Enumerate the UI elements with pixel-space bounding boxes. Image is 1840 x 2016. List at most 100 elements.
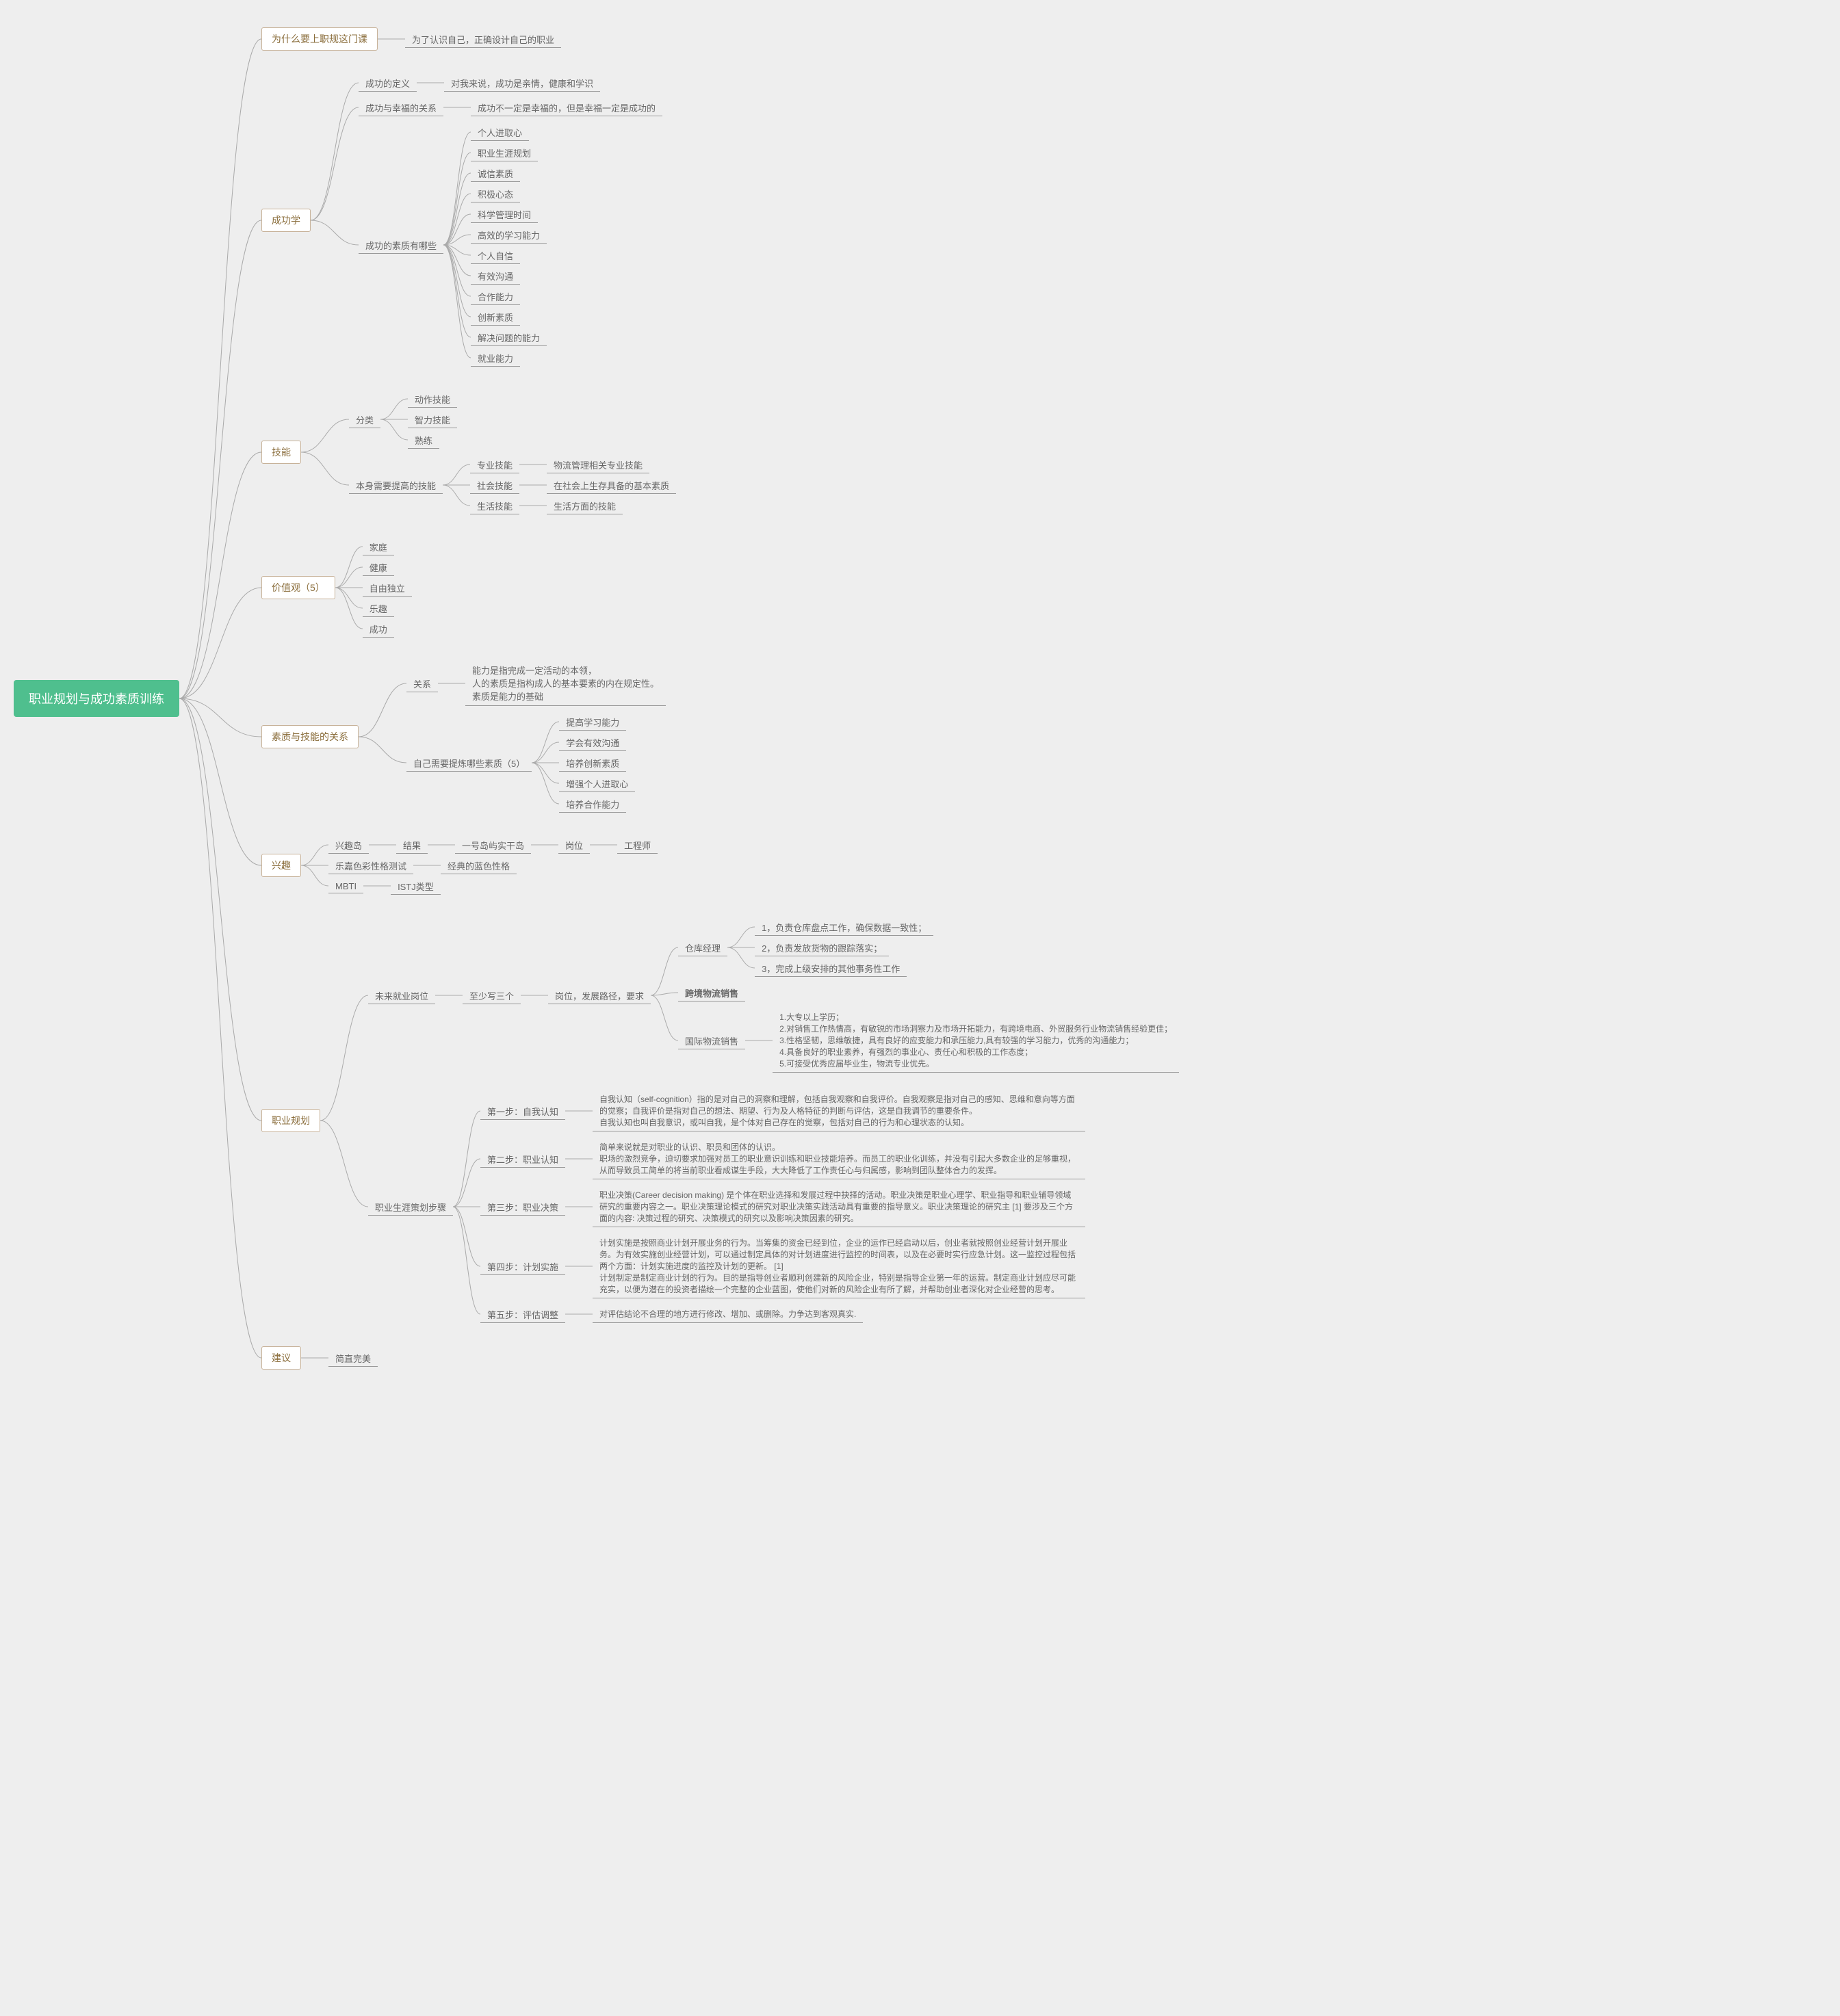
list-item: 社会技能 bbox=[470, 476, 519, 494]
branch-relation: 素质与技能的关系 关系 能力是指完成一定活动的本领， 人的素质是指构成人的基本要… bbox=[261, 661, 1179, 813]
i1d: 岗位 bbox=[558, 836, 590, 854]
why-text: 为了认识自己，正确设计自己的职业 bbox=[405, 30, 561, 48]
s3l: 第三步：职业决策 bbox=[480, 1198, 565, 1216]
list-item: 创新素质 bbox=[471, 308, 520, 326]
s1l: 第一步：自我认知 bbox=[480, 1102, 565, 1120]
skill-box[interactable]: 技能 bbox=[261, 441, 301, 464]
branch-advice: 建议 简直完美 bbox=[261, 1346, 1179, 1370]
s2v: 简单来说就是对职业的认识、职员和团体的认识。 职场的激烈竞争，迫切要求加强对员工… bbox=[593, 1138, 1085, 1179]
list-item: 科学管理时间 bbox=[471, 205, 538, 223]
list-item: 2，负责发放货物的跟踪落实； bbox=[755, 939, 889, 956]
fut-l: 未来就业岗位 bbox=[368, 986, 435, 1004]
list-item: 个人进取心 bbox=[471, 123, 529, 141]
s1v: 自我认知（self-cognition）指的是对自己的洞察和理解，包括自我观察和… bbox=[593, 1090, 1085, 1131]
branch-why: 为什么要上职规这门课 为了认识自己，正确设计自己的职业 bbox=[261, 27, 1179, 51]
mindmap: 职业规划与成功素质训练 为什么要上职规这门课 为了认识自己，正确设计自己的职业 … bbox=[14, 27, 1826, 1370]
s5v: 对评估结论不合理的地方进行修改、增加、或删除。力争达到客观真实. bbox=[593, 1305, 863, 1323]
success-children: 成功的定义 对我来说，成功是亲情，健康和学识 成功与幸福的关系 成功不一定是幸福… bbox=[359, 74, 662, 367]
list-item: 积极心态 bbox=[471, 185, 520, 202]
def-val: 对我来说，成功是亲情，健康和学识 bbox=[444, 74, 600, 92]
list-item: 家庭 bbox=[363, 538, 394, 555]
rel-val: 成功不一定是幸福的，但是幸福一定是成功的 bbox=[471, 99, 662, 116]
i1b: 结果 bbox=[396, 836, 428, 854]
branch-success: 成功学 成功的定义 对我来说，成功是亲情，健康和学识 成功与幸福的关系 成功不一… bbox=[261, 74, 1179, 367]
list-item: 乐趣 bbox=[363, 599, 394, 617]
relation-children: 关系 能力是指完成一定活动的本领， 人的素质是指构成人的基本要素的内在规定性。 … bbox=[406, 661, 666, 813]
branch-plan: 职业规划 未来就业岗位 至少写三个 岗位，发展路径，要求 bbox=[261, 918, 1179, 1323]
i3a: MBTI bbox=[328, 878, 363, 893]
list-item: 生活方面的技能 bbox=[547, 497, 623, 514]
list-item: 熟练 bbox=[408, 431, 439, 449]
list-item: 个人自信 bbox=[471, 246, 520, 264]
def-label: 成功的定义 bbox=[359, 74, 417, 92]
fut-v: 至少写三个 bbox=[463, 986, 521, 1004]
own-label: 本身需要提高的技能 bbox=[349, 476, 443, 494]
connector-svg bbox=[179, 27, 261, 1370]
cat-label: 分类 bbox=[349, 410, 380, 428]
why-box[interactable]: 为什么要上职规这门课 bbox=[261, 27, 378, 51]
root-node[interactable]: 职业规划与成功素质训练 bbox=[14, 680, 179, 717]
list-item: 动作技能 bbox=[408, 390, 457, 408]
list-item: 职业生涯规划 bbox=[471, 144, 538, 161]
level1-children: 为什么要上职规这门课 为了认识自己，正确设计自己的职业 成功学 成功的定义 对我… bbox=[261, 27, 1179, 1370]
steps: 第一步：自我认知 自我认知（self-cognition）指的是对自己的洞察和理解… bbox=[480, 1090, 1085, 1323]
branch-values: 价值观（5） 家庭健康自由独立乐趣成功 bbox=[261, 538, 1179, 638]
plan-children: 未来就业岗位 至少写三个 岗位，发展路径，要求 仓库经理 bbox=[368, 918, 1179, 1323]
list-item: 物流管理相关专业技能 bbox=[547, 456, 649, 473]
values-box[interactable]: 价值观（5） bbox=[261, 576, 335, 599]
relation-box[interactable]: 素质与技能的关系 bbox=[261, 725, 359, 748]
advice-box[interactable]: 建议 bbox=[261, 1346, 301, 1370]
conn bbox=[301, 836, 328, 895]
list-item: 有效沟通 bbox=[471, 267, 520, 285]
planl-l: 职业生涯策划步骤 bbox=[368, 1198, 453, 1216]
interest-children: 兴趣岛 结果 一号岛屿实干岛 岗位 工程师 bbox=[328, 836, 658, 895]
i2a: 乐嘉色彩性格测试 bbox=[328, 856, 413, 874]
conn bbox=[378, 27, 405, 51]
list-item: 提高学习能力 bbox=[559, 713, 626, 731]
fut-w: 岗位，发展路径，要求 bbox=[548, 986, 651, 1004]
list-item: 智力技能 bbox=[408, 410, 457, 428]
skill-children: 分类 动作技能智力技能熟练 本身需要提高的技能 专业技能 物流管理相关专业技能社会… bbox=[349, 390, 676, 514]
s5l: 第五步：评估调整 bbox=[480, 1305, 565, 1323]
list-item: 健康 bbox=[363, 558, 394, 576]
conn bbox=[320, 918, 368, 1323]
branch-skill: 技能 分类 动作技能智力技能熟练 本身需要提高的技能 专业技能 物流管理相关专业技… bbox=[261, 390, 1179, 514]
job-list: 仓库经理 1，负责仓库盘点工作，确保数据一致性；2，负责发放货物的跟踪落实；3，… bbox=[678, 918, 1179, 1073]
kj-l: 跨境物流销售 bbox=[678, 984, 745, 1002]
list-item: 1，负责仓库盘点工作，确保数据一致性； bbox=[755, 918, 933, 936]
rel2-label: 关系 bbox=[406, 675, 438, 692]
conn bbox=[311, 74, 359, 367]
list-item: 培养合作能力 bbox=[559, 795, 626, 813]
list-item: 成功 bbox=[363, 620, 394, 638]
list-item: 培养创新素质 bbox=[559, 754, 626, 772]
list-item: 专业技能 bbox=[470, 456, 519, 473]
success-box[interactable]: 成功学 bbox=[261, 209, 311, 232]
gj-l: 国际物流销售 bbox=[678, 1032, 745, 1049]
advice-v: 简直完美 bbox=[328, 1349, 378, 1367]
conn bbox=[335, 538, 363, 638]
list-item: 高效的学习能力 bbox=[471, 226, 547, 244]
interest-box[interactable]: 兴趣 bbox=[261, 854, 301, 877]
conn bbox=[359, 661, 406, 813]
ck-l: 仓库经理 bbox=[678, 939, 727, 956]
list-item: 自由独立 bbox=[363, 579, 412, 597]
s3v: 职业决策(Career decision making) 是个体在职业选择和发展… bbox=[593, 1186, 1085, 1227]
root-connector bbox=[179, 27, 261, 1370]
list-item: 解决问题的能力 bbox=[471, 328, 547, 346]
conn bbox=[301, 1346, 328, 1370]
i2b: 经典的蓝色性格 bbox=[441, 856, 517, 874]
i3b: ISTJ类型 bbox=[391, 877, 441, 895]
gj-v: 1.大专以上学历； 2.对销售工作热情高，有敏锐的市场洞察力及市场开拓能力，有跨… bbox=[773, 1008, 1179, 1073]
s4v: 计划实施是按照商业计划开展业务的行为。当筹集的资金已经到位，企业的运作已经启动以… bbox=[593, 1234, 1085, 1298]
list-item: 诚信素质 bbox=[471, 164, 520, 182]
plan-box[interactable]: 职业规划 bbox=[261, 1109, 320, 1132]
why-children: 为了认识自己，正确设计自己的职业 bbox=[405, 30, 561, 48]
list-item: 在社会上生存具备的基本素质 bbox=[547, 476, 676, 494]
list-item: 生活技能 bbox=[470, 497, 519, 514]
rel-label: 成功与幸福的关系 bbox=[359, 99, 443, 116]
s4l: 第四步：计划实施 bbox=[480, 1257, 565, 1275]
list-item: 增强个人进取心 bbox=[559, 774, 635, 792]
dev-label: 自己需要提炼哪些素质（5） bbox=[406, 754, 532, 772]
i1e: 工程师 bbox=[617, 836, 658, 854]
conn bbox=[301, 390, 349, 514]
